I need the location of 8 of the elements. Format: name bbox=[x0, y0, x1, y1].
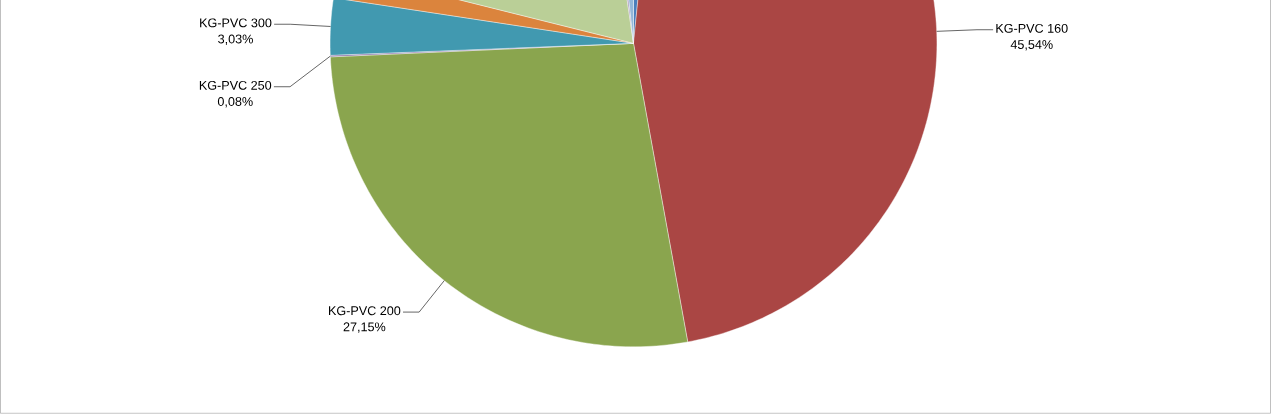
slice-label: KG-PVC 200 bbox=[329, 306, 401, 316]
slice-label: KG-PVC 300 bbox=[200, 18, 272, 28]
slice-label: KG-PVC 250 bbox=[199, 81, 272, 90]
data-label: 0,08% bbox=[217, 97, 253, 108]
slice-label: KG-PVC 160 bbox=[996, 24, 1068, 33]
data-label: 3,03% bbox=[218, 34, 253, 46]
data-label: 45,54% bbox=[1010, 40, 1053, 51]
data-label: 27,15% bbox=[343, 322, 386, 333]
